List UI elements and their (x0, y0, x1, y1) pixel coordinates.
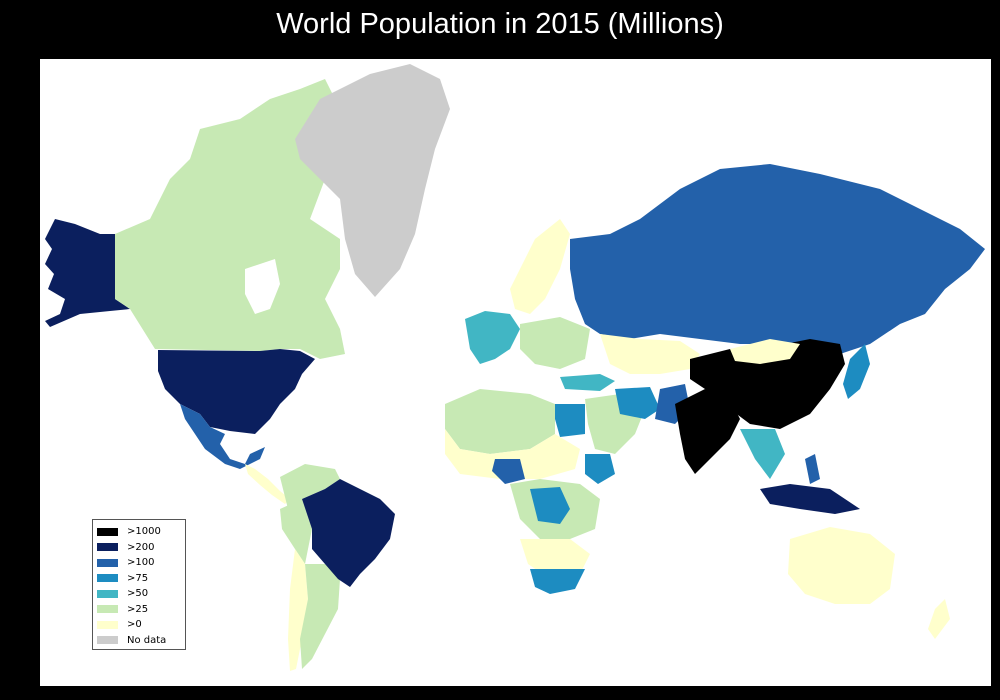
legend-swatch (97, 620, 118, 629)
region-iran (615, 387, 660, 419)
region-sahel (445, 429, 580, 479)
legend-item: No data (97, 633, 185, 649)
legend-swatch (97, 574, 118, 583)
legend-label: >75 (127, 572, 149, 584)
region-canada (115, 79, 345, 359)
legend-item: >1000 (97, 524, 185, 540)
legend-item: >0 (97, 617, 185, 633)
legend-label: No data (127, 634, 167, 646)
map-title: World Population in 2015 (Millions) (276, 8, 724, 40)
region-brazil (302, 479, 395, 587)
region-australia (788, 527, 895, 604)
region-south-africa (530, 569, 585, 594)
region-ethiopia (585, 454, 615, 484)
region-drc (530, 487, 570, 524)
region-chile (288, 549, 308, 671)
region-eastern-europe (520, 317, 590, 369)
region-japan (843, 344, 870, 399)
region-se-asia (740, 429, 785, 479)
legend-item: >75 (97, 571, 185, 587)
region-argentina (300, 564, 340, 669)
legend-item: >200 (97, 540, 185, 556)
legend-swatch (97, 589, 118, 598)
legend-swatch (97, 605, 118, 614)
legend-label: >50 (127, 588, 149, 600)
region-india (675, 389, 740, 474)
region-mexico (180, 404, 265, 469)
region-egypt (555, 404, 585, 437)
region-russia (570, 164, 985, 354)
legend-label: >25 (127, 603, 149, 615)
region-nigeria (492, 459, 525, 484)
map-panel (40, 59, 991, 686)
region-greenland (295, 64, 450, 297)
legend-item: >25 (97, 602, 185, 618)
region-scandinavia (510, 219, 570, 314)
legend-swatch (97, 543, 118, 552)
world-map (45, 64, 985, 671)
legend-swatch (97, 636, 118, 645)
region-north-africa (445, 389, 555, 454)
region-turkey (560, 374, 615, 391)
region-peru (280, 499, 312, 564)
region-indonesia (760, 484, 860, 514)
legend-swatch (97, 558, 118, 567)
region-usa (158, 349, 315, 434)
legend-label: >200 (127, 541, 155, 553)
region-central-asia (600, 334, 700, 374)
region-colombia-venezuela (280, 464, 340, 509)
region-alaska (45, 219, 130, 327)
region-new-zealand (928, 599, 950, 639)
legend-item: >50 (97, 586, 185, 602)
legend-label: >0 (127, 619, 142, 631)
region-china (690, 339, 845, 429)
region-mongolia (730, 339, 800, 364)
map-legend: >1000 >200 >100 >75 >50 >25 >0 No data (92, 519, 186, 650)
legend-label: >100 (127, 557, 155, 569)
region-central-america (245, 464, 290, 504)
legend-label: >1000 (127, 526, 161, 538)
region-europe-west (465, 311, 520, 364)
legend-item: >100 (97, 555, 185, 571)
region-philippines (805, 454, 820, 484)
legend-swatch (97, 527, 118, 536)
